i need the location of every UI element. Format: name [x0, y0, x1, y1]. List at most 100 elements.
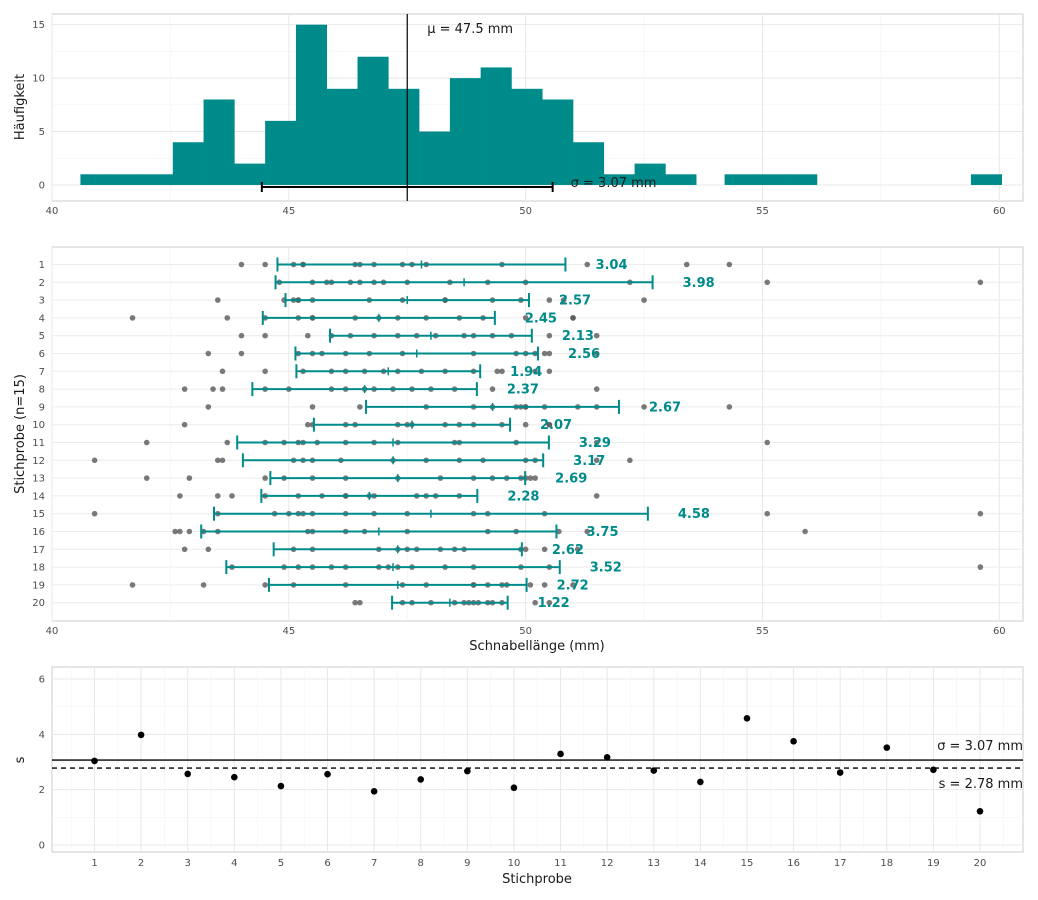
sample-point	[172, 528, 178, 535]
sample-point	[641, 404, 647, 410]
sample-point	[546, 599, 553, 606]
sample-point	[238, 332, 245, 339]
sd-point	[836, 769, 844, 776]
histogram-bar	[449, 78, 481, 185]
histogram-bar	[357, 56, 389, 185]
sample-point	[764, 510, 771, 517]
sample-point	[541, 582, 548, 588]
sample-point	[262, 261, 268, 268]
sample-point	[205, 404, 212, 410]
sample-point	[764, 439, 771, 446]
sd-scatter-x-tick-label: 19	[927, 858, 940, 869]
sample-point	[262, 582, 268, 588]
sample-point	[129, 582, 136, 588]
sample-point	[262, 368, 268, 375]
sample-point	[683, 261, 690, 268]
sample-point	[357, 404, 363, 410]
histogram-bar	[80, 174, 112, 185]
sample-point	[522, 546, 529, 553]
sample-point	[262, 475, 268, 481]
sample-point	[210, 386, 216, 392]
sample-point	[641, 297, 647, 303]
histogram-bar	[265, 120, 297, 185]
sd-point	[137, 731, 145, 739]
sample-sd-label: 2.57	[559, 294, 591, 309]
sd-scatter-y-axis-title: s	[13, 756, 28, 763]
samples-y-tick-label: 18	[32, 563, 45, 574]
sample-sd-label: 3.75	[586, 525, 618, 540]
sd-scatter-points	[91, 714, 984, 815]
sample-point	[527, 475, 534, 481]
samples-plot-background	[51, 246, 1024, 622]
sample-point	[570, 315, 576, 321]
sample-point	[238, 350, 245, 357]
sd-scatter-x-tick-label: 12	[601, 858, 614, 869]
sample-sd-label: 3.29	[579, 436, 611, 451]
sample-point	[143, 439, 150, 446]
sample-point	[186, 475, 193, 481]
histogram-y-tick-label: 5	[39, 127, 45, 138]
sd-point	[510, 784, 518, 792]
sample-point	[181, 386, 188, 392]
samples-y-tick-label: 8	[39, 385, 45, 396]
sample-sd-label: 2.67	[649, 400, 681, 415]
histogram-y-tick-label: 10	[32, 74, 45, 85]
sample-point	[262, 332, 268, 339]
sample-point	[224, 439, 231, 446]
sample-sd-label: 3.17	[573, 454, 605, 469]
sample-sd-label: 2.07	[540, 418, 572, 433]
histogram-bar	[970, 174, 1002, 185]
sd-scatter-x-tick-label: 20	[974, 858, 987, 869]
samples-y-tick-label: 6	[39, 349, 45, 360]
sample-point	[977, 510, 984, 517]
sd-scatter-x-axis-title: Stichprobe	[502, 872, 572, 887]
sample-point	[532, 368, 538, 375]
mean-s-reference-label: s = 2.78 mm	[939, 777, 1023, 792]
histogram-x-tick-label: 55	[756, 206, 769, 217]
histogram-x-tick-label: 60	[993, 206, 1006, 217]
sample-point	[593, 439, 600, 446]
sample-point	[143, 475, 150, 481]
sample-point	[219, 386, 226, 392]
histogram-bars	[80, 24, 1002, 185]
histogram-annotations: μ = 47.5 mm σ = 3.07 mm	[260, 14, 656, 201]
sd-scatter-x-tick-label: 16	[787, 858, 800, 869]
sd-point	[417, 776, 425, 783]
sample-point	[584, 261, 591, 268]
sample-sd-label: 2.13	[562, 329, 594, 344]
sample-point	[541, 546, 548, 553]
histogram-x-tick-label: 40	[46, 206, 59, 217]
sample-point	[357, 599, 363, 606]
histogram-x-ticks: 40 45 50 55 60	[46, 206, 1006, 217]
samples-sd-labels: 3.04 3.98 2.572.45 2.13 2.56 1.94 2.37 2.67 2.07…	[507, 258, 715, 611]
samples-y-tick-label: 5	[39, 331, 45, 342]
sample-point	[593, 350, 600, 357]
sd-scatter-x-tick-label: 8	[418, 858, 424, 869]
sd-point	[976, 807, 984, 815]
sd-scatter-y-tick-label: 0	[39, 841, 45, 852]
sample-sd-label: 2.28	[507, 489, 539, 504]
sd-scatter-y-tick-label: 4	[39, 730, 45, 741]
histogram-bar	[542, 99, 574, 185]
samples-y-tick-label: 7	[39, 367, 45, 378]
histogram-y-tick-label: 0	[39, 180, 45, 191]
sample-sd-label: 2.45	[525, 311, 557, 326]
histogram-bar	[511, 88, 543, 185]
samples-x-tick-label: 50	[519, 626, 532, 637]
mean-label: μ = 47.5 mm	[427, 22, 513, 37]
histogram-bar	[295, 24, 328, 185]
sample-point	[224, 315, 231, 321]
sample-point	[91, 457, 98, 464]
samples-sd-bars	[200, 257, 654, 610]
sample-point	[574, 546, 581, 553]
sample-point	[304, 421, 311, 428]
sample-point	[205, 546, 212, 553]
histogram-y-ticks: 0 5 10 15	[32, 20, 45, 191]
histogram-bar	[724, 174, 756, 185]
histogram-bar	[111, 174, 143, 185]
histogram-bar	[326, 88, 358, 185]
samples-y-tick-label: 1	[39, 260, 45, 271]
sample-point	[214, 493, 221, 499]
sd-scatter-y-tick-label: 2	[39, 785, 45, 796]
histogram-x-tick-label: 45	[282, 206, 295, 217]
